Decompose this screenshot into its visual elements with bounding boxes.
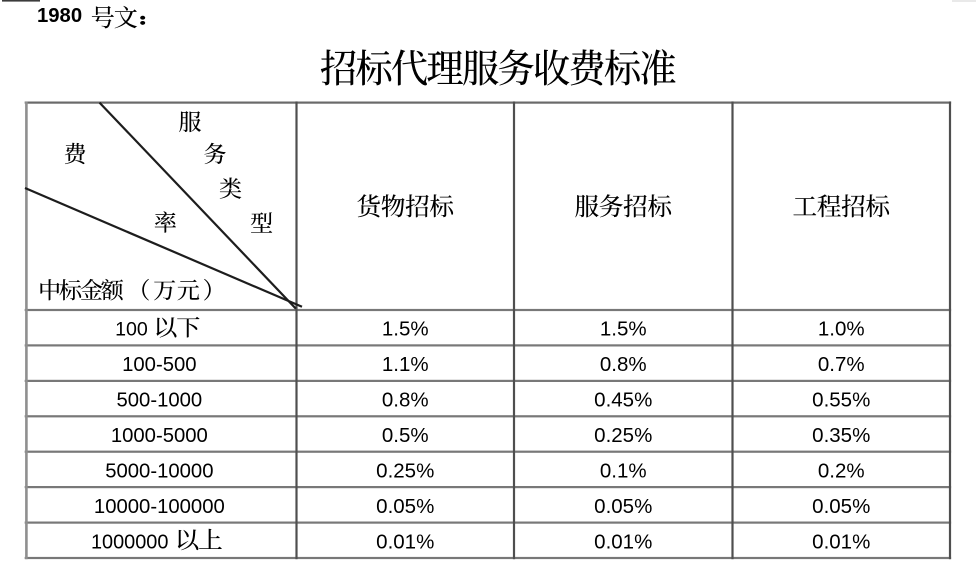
svg-text:0.05%: 0.05% (376, 495, 434, 518)
svg-text:5000-10000: 5000-10000 (105, 460, 213, 482)
svg-text:0.8%: 0.8% (382, 389, 429, 412)
svg-text:0.25%: 0.25% (376, 459, 434, 482)
svg-text:0.55%: 0.55% (812, 389, 870, 412)
svg-text:0.01%: 0.01% (812, 530, 870, 553)
svg-text:0.01%: 0.01% (594, 530, 652, 553)
svg-text:0.8%: 0.8% (600, 353, 647, 376)
svg-text:100-500: 100-500 (122, 354, 196, 376)
svg-text:0.05%: 0.05% (594, 495, 652, 518)
svg-text:1.1%: 1.1% (382, 353, 429, 376)
svg-text:0.25%: 0.25% (594, 424, 652, 447)
svg-text:100: 100 (115, 319, 148, 341)
svg-text:0.1%: 0.1% (600, 459, 647, 482)
svg-text:1.0%: 1.0% (818, 318, 865, 341)
svg-text:1.5%: 1.5% (600, 318, 647, 341)
svg-text:1.5%: 1.5% (382, 318, 429, 341)
svg-text:0.45%: 0.45% (594, 389, 652, 412)
svg-text:0.35%: 0.35% (812, 424, 870, 447)
svg-text:0.5%: 0.5% (382, 424, 429, 447)
svg-text:0.2%: 0.2% (818, 459, 865, 482)
svg-text:0.01%: 0.01% (376, 530, 434, 553)
svg-text:1000000: 1000000 (91, 531, 168, 553)
svg-text:500-1000: 500-1000 (116, 390, 202, 412)
svg-text:1000-5000: 1000-5000 (111, 425, 208, 447)
svg-text:0.7%: 0.7% (818, 353, 865, 376)
svg-text:0.05%: 0.05% (812, 495, 870, 518)
svg-text:1980: 1980 (37, 5, 82, 27)
svg-text:10000-100000: 10000-100000 (94, 496, 225, 518)
